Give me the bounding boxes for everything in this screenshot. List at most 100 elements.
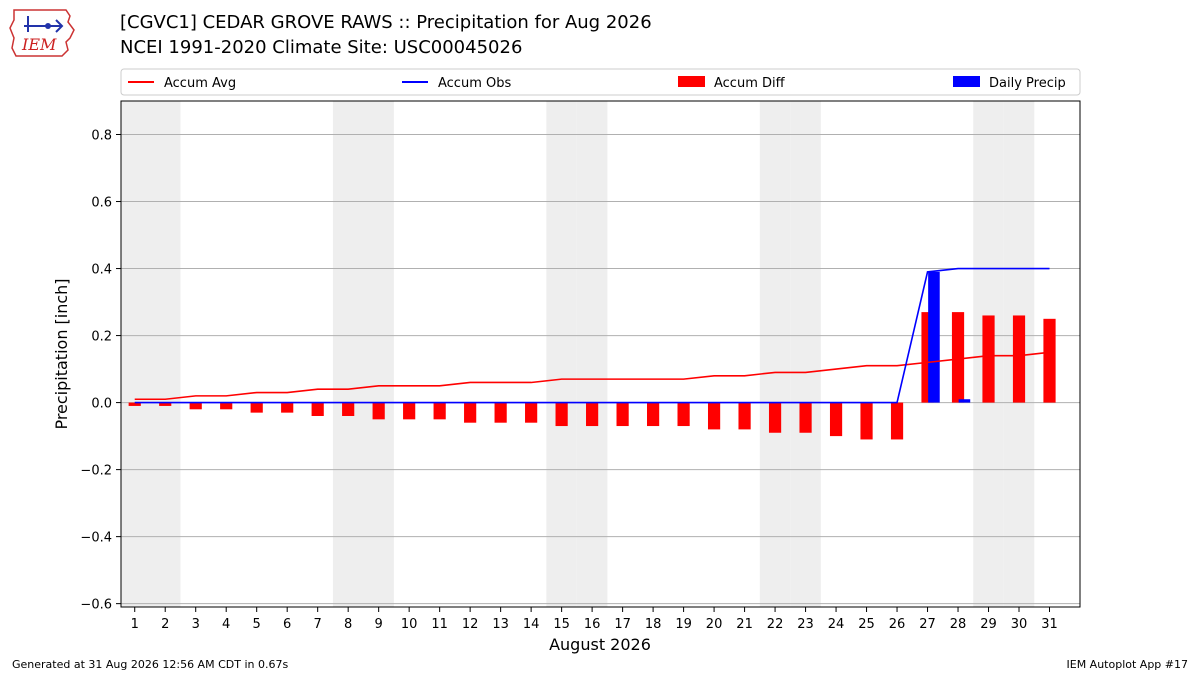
accum-obs-line [134,267,1050,404]
x-tick-label: 23 [797,617,814,632]
legend-label: Accum Obs [438,76,511,91]
accum-diff-bar [372,402,385,420]
accum-diff-bar [464,402,477,423]
logo-text: IEM [21,35,57,54]
daily-precip-bar [958,399,971,403]
weekend-shading [121,101,1035,607]
x-tick-label: 29 [980,617,997,632]
accum-diff-bar [738,402,751,430]
accum-diff-bar [860,402,873,440]
accum-diff-bar [890,402,904,440]
accum-diff-bar [982,315,995,403]
y-tick-label: 0.2 [91,330,112,345]
accum-diff-bar [799,402,812,433]
accum-diff-bar [311,402,324,416]
weekend-band [576,101,608,607]
accum-diff-bar [768,402,782,433]
app-note: IEM Autoplot App #17 [1066,658,1189,671]
accum-diff-bar [494,402,507,423]
accum-diff-bar [281,402,294,413]
chart-subtitle: NCEI 1991-2020 Climate Site: USC00045026 [120,37,523,58]
y-axis: −0.6 −0.4 −0.2 0.0 0.2 0.4 0.6 0.8 [80,129,121,613]
x-tick-label: 2 [161,617,169,632]
x-tick-label: 16 [584,617,601,632]
accum-diff-bar [616,402,629,427]
accum-diff-bar [433,402,446,420]
x-tick-label: 7 [314,617,322,632]
accum-diff-bar [128,402,141,406]
x-axis-label: August 2026 [549,635,651,654]
weekend-band [149,101,181,607]
daily-precip-bars [928,271,971,403]
x-tick-label: 26 [889,617,906,632]
y-tick-label: −0.4 [80,531,112,546]
x-tick-label: 4 [222,617,230,632]
weekend-band [973,101,1004,607]
accum-diff-bar [403,402,416,420]
accum-diff-bar [1012,315,1026,403]
legend-swatch-bar [953,76,980,87]
weekend-band [790,101,821,607]
accum-diff-bar [342,402,355,416]
weekend-band [1003,101,1035,607]
x-tick-label: 5 [253,617,261,632]
x-tick-label: 25 [858,617,875,632]
y-tick-label: 0.4 [91,263,112,278]
y-tick-label: 0.6 [91,196,112,211]
series-lines [134,267,1050,404]
x-tick-label: 12 [462,617,479,632]
accum-diff-bar [951,312,965,403]
y-tick-label: 0.0 [91,397,112,412]
accum-diff-bar [677,402,690,427]
weekend-band [332,101,364,607]
x-tick-label: 31 [1041,617,1058,632]
accum-diff-bar [647,402,660,427]
legend-swatch-bar [678,76,705,87]
x-tick-label: 15 [553,617,570,632]
x-tick-label: 17 [614,617,631,632]
accum-avg-line [134,351,1050,401]
x-axis: 1 2 3 4 5 6 7 8 9 10 11 12 13 14 15 16 17 18 19 20 21 22 23 24 2… [131,607,1058,632]
accum-diff-bar [921,312,934,403]
accum-diff-bar [189,402,202,410]
y-tick-label: −0.6 [80,598,112,613]
daily-precip-bar [928,271,940,403]
gridlines [121,134,1080,605]
accum-diff-bar [525,402,538,423]
legend-label: Accum Diff [714,76,786,91]
accum-diff-bar [220,402,233,410]
x-tick-label: 24 [828,617,845,632]
accum-diff-bar [707,402,721,430]
legend-label: Accum Avg [164,76,236,91]
x-tick-label: 28 [950,617,967,632]
legend-label: Daily Precip [989,76,1066,91]
legend-box [120,68,1081,96]
x-tick-label: 1 [131,617,139,632]
chart-title: [CGVC1] CEDAR GROVE RAWS :: Precipitatio… [120,12,652,33]
accum-diff-bar [1043,318,1056,403]
accum-diff-bars [128,312,1056,440]
x-tick-label: 10 [401,617,418,632]
accum-diff-bar [555,402,568,427]
x-tick-label: 9 [375,617,383,632]
x-tick-label: 11 [431,617,448,632]
generated-note: Generated at 31 Aug 2026 12:56 AM CDT in… [12,658,289,671]
x-tick-label: 18 [645,617,662,632]
weekend-band [363,101,394,607]
x-tick-label: 22 [767,617,784,632]
weekend-band [759,101,791,607]
x-tick-label: 13 [492,617,509,632]
y-tick-label: 0.8 [91,129,112,144]
legend: Accum Avg Accum Obs Accum Diff Daily Precip [120,68,1081,96]
x-tick-label: 8 [344,617,352,632]
accum-diff-bar [829,402,843,437]
x-tick-label: 30 [1011,617,1028,632]
weekend-band [121,101,150,607]
x-tick-label: 6 [283,617,291,632]
accum-diff-bar [159,402,172,406]
x-tick-label: 20 [706,617,723,632]
x-tick-label: 3 [192,617,200,632]
iem-logo: IEM [9,9,75,57]
accum-diff-bar [250,402,263,413]
weekend-band [546,101,577,607]
